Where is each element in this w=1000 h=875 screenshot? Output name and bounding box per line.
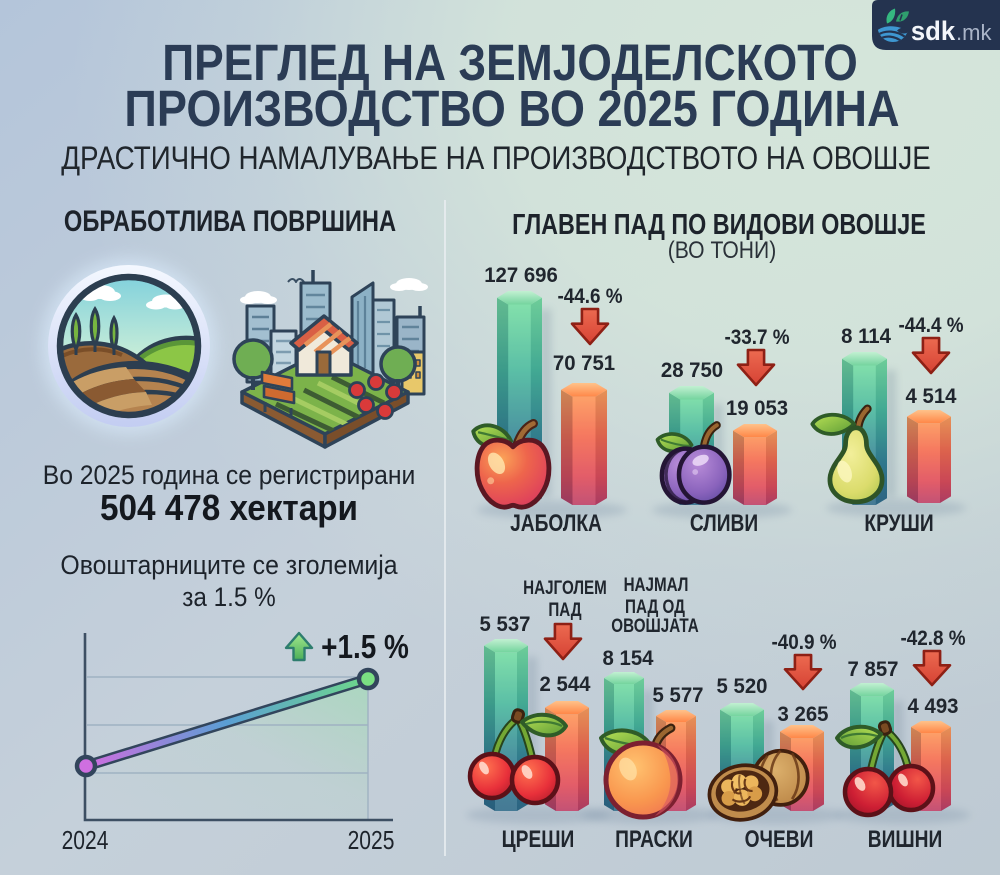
- svg-text:28 750: 28 750: [661, 359, 723, 382]
- svg-text:19 053: 19 053: [726, 397, 788, 420]
- svg-text:ОЧЕВИ: ОЧЕВИ: [745, 825, 814, 853]
- svg-text:за 1.5 %: за 1.5 %: [182, 583, 275, 612]
- svg-text:КРУШИ: КРУШИ: [864, 509, 933, 537]
- svg-text:ГЛАВЕН ПАД ПО ВИДОВИ ОВОШЈЕ: ГЛАВЕН ПАД ПО ВИДОВИ ОВОШЈЕ: [512, 208, 926, 241]
- svg-text:ДРАСТИЧНО НАМАЛУВАЊЕ НА ПРОИЗВ: ДРАСТИЧНО НАМАЛУВАЊЕ НА ПРОИЗВОДСТВОТО Н…: [61, 141, 931, 176]
- svg-text:70 751: 70 751: [553, 352, 615, 375]
- svg-text:-40.9 %: -40.9 %: [771, 631, 836, 654]
- svg-text:2 544: 2 544: [540, 673, 591, 696]
- svg-text:7 857: 7 857: [848, 658, 899, 681]
- svg-text:127 696: 127 696: [484, 264, 558, 287]
- svg-text:ЈАБОЛКА: ЈАБОЛКА: [510, 509, 602, 537]
- svg-text:-44.6 %: -44.6 %: [557, 285, 622, 308]
- svg-text:+1.5 %: +1.5 %: [321, 629, 409, 666]
- svg-text:ПАД: ПАД: [548, 598, 581, 620]
- svg-text:ОВОШЈАТА: ОВОШЈАТА: [611, 614, 698, 636]
- svg-text:8 154: 8 154: [603, 647, 654, 670]
- svg-text:ОБРАБОТЛИВА ПОВРШИНА: ОБРАБОТЛИВА ПОВРШИНА: [64, 204, 396, 237]
- svg-text:-44.4 %: -44.4 %: [898, 314, 963, 337]
- svg-text:НАЈГОЛЕМ: НАЈГОЛЕМ: [523, 576, 607, 598]
- svg-text:5 537: 5 537: [480, 613, 531, 636]
- svg-text:5 520: 5 520: [717, 675, 768, 698]
- svg-text:5 577: 5 577: [653, 684, 704, 707]
- svg-text:.mk: .mk: [956, 20, 992, 45]
- svg-text:Овоштарниците се зголемија: Овоштарниците се зголемија: [60, 551, 398, 580]
- svg-text:ВИШНИ: ВИШНИ: [868, 825, 943, 853]
- svg-text:СЛИВИ: СЛИВИ: [690, 509, 758, 537]
- svg-text:НАЈМАЛ: НАЈМАЛ: [624, 573, 689, 595]
- svg-text:4 514: 4 514: [906, 385, 957, 408]
- svg-text:8 114: 8 114: [841, 325, 891, 348]
- svg-text:-33.7 %: -33.7 %: [724, 326, 789, 349]
- svg-text:ПАД ОД: ПАД ОД: [625, 595, 685, 617]
- svg-text:3 265: 3 265: [778, 703, 829, 726]
- svg-text:ЦРЕШИ: ЦРЕШИ: [502, 825, 575, 853]
- svg-text:ПРОИЗВОДСТВО ВО 2025 ГОДИНА: ПРОИЗВОДСТВО ВО 2025 ГОДИНА: [124, 80, 899, 137]
- svg-text:ПРЕГЛЕД НА ЗЕМЈОДЕЛСКОТО: ПРЕГЛЕД НА ЗЕМЈОДЕЛСКОТО: [162, 35, 858, 92]
- svg-text:-42.8 %: -42.8 %: [900, 627, 965, 650]
- svg-text:ПРАСКИ: ПРАСКИ: [615, 825, 693, 853]
- svg-text:504 478 хектари: 504 478 хектари: [100, 489, 358, 528]
- svg-text:4 493: 4 493: [908, 695, 959, 718]
- svg-text:2025: 2025: [348, 827, 395, 856]
- svg-text:Во 2025 година се регистрирани: Во 2025 година се регистрирани: [43, 461, 416, 490]
- svg-text:2024: 2024: [62, 827, 109, 856]
- svg-text:sdk: sdk: [911, 15, 956, 46]
- svg-text:(ВО ТОНИ): (ВО ТОНИ): [668, 237, 777, 264]
